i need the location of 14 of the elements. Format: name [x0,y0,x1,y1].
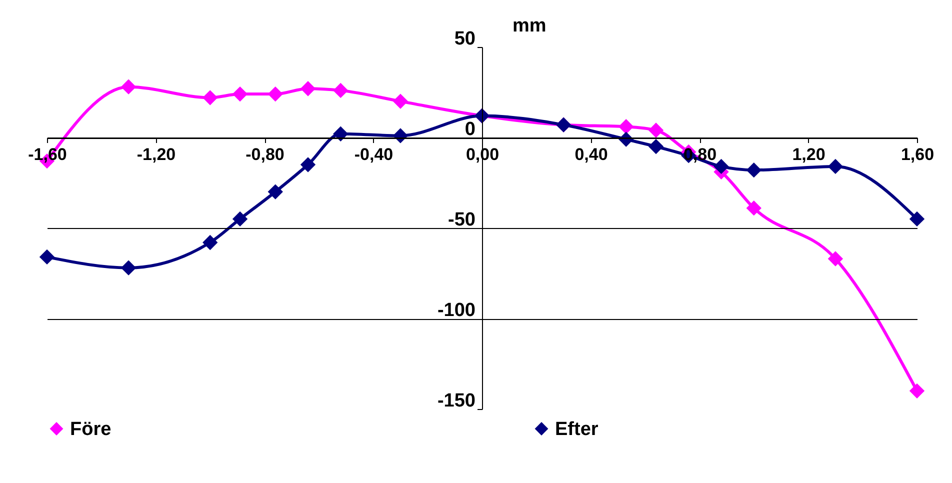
x-tick-label: 1,20 [792,145,826,164]
y-tick-label: 50 [454,28,476,50]
x-tick-label: -1,20 [136,145,176,164]
x-tick-label: -0,80 [246,145,284,164]
y-tick-label: -150 [437,390,476,412]
y-tick-label: 0 [464,119,476,140]
legend-label: Före [70,418,112,440]
y-tick-label: -100 [437,300,476,321]
x-tick-label: -0,40 [354,145,394,164]
legend-label: Efter [555,418,599,440]
y-tick-label: -50 [448,210,476,230]
y-axis-title: mm [512,16,546,36]
x-tick-label: 1,60 [900,145,934,164]
x-tick-label: 0,40 [574,145,608,164]
